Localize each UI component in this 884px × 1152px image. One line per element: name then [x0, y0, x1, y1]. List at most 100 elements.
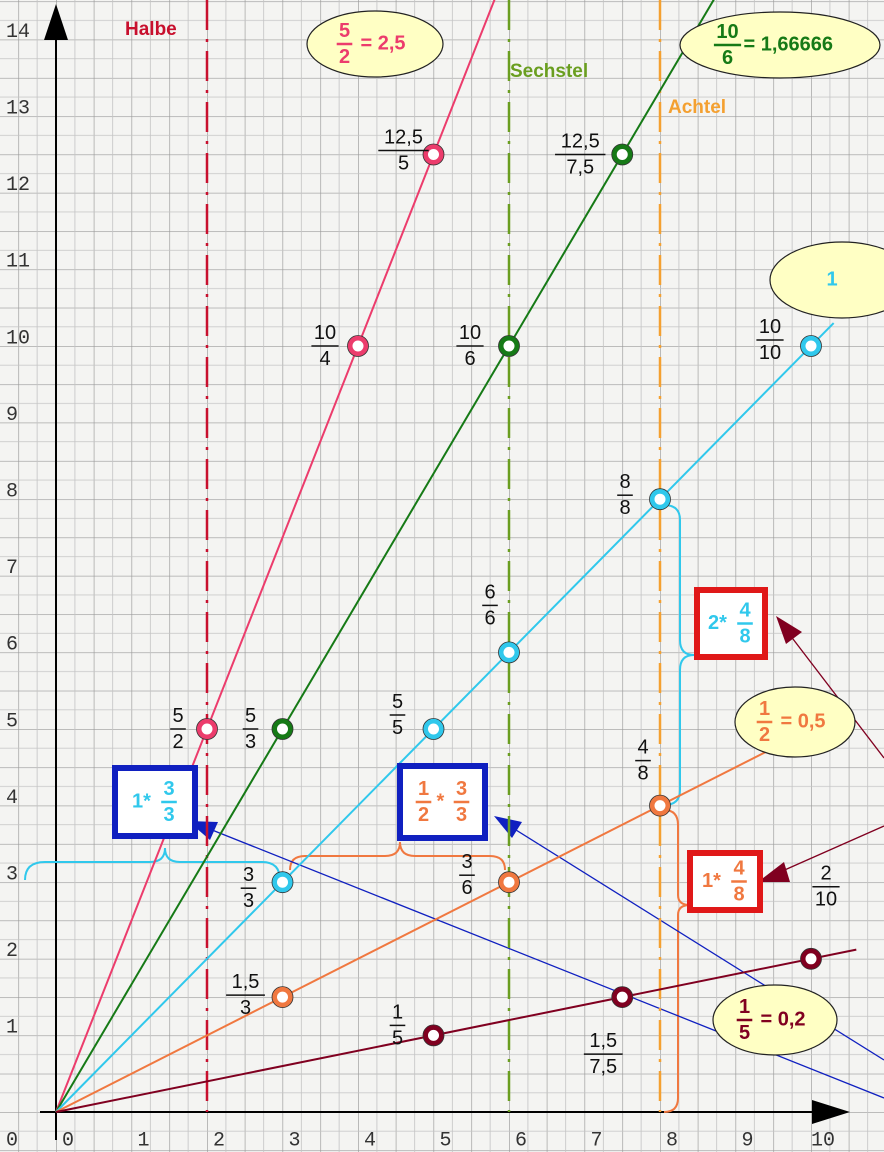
y-tick-label: 9 [6, 404, 18, 427]
point [611, 986, 633, 1008]
point [800, 948, 822, 970]
box-text: * [437, 790, 445, 812]
denominator: 8 [637, 762, 648, 784]
point-outline [498, 335, 520, 357]
numerator: 4 [733, 857, 745, 879]
note-bubble [306, 10, 444, 78]
denominator: 10 [759, 342, 781, 364]
denominator: 5 [398, 152, 409, 174]
numerator: 10 [759, 316, 781, 338]
x-tick-label: 3 [288, 1129, 300, 1152]
denominator: 6 [484, 607, 495, 629]
point-outline [611, 986, 634, 1008]
y-tick-label: 11 [6, 251, 30, 274]
denominator: 2 [172, 731, 183, 753]
denominator: 6 [464, 348, 475, 370]
ratio-line [55, 0, 715, 1113]
point [649, 488, 671, 510]
x-tick-label: 7 [590, 1129, 602, 1152]
point-outline [498, 641, 520, 664]
point [423, 718, 444, 740]
brace [24, 847, 281, 881]
numerator: 1 [759, 698, 770, 720]
numerator: 1 [418, 778, 429, 800]
numerator: 1,5 [232, 971, 260, 993]
box [112, 765, 198, 839]
numerator: 8 [619, 471, 630, 493]
note-text: = 0,2 [761, 1008, 806, 1030]
y-tick-label: 0 [6, 1129, 18, 1152]
numerator: 10 [716, 21, 738, 43]
y-tick-label: 5 [6, 710, 18, 733]
denominator: 3 [163, 804, 174, 826]
note-bubble [679, 11, 881, 79]
point [423, 1024, 444, 1046]
point [498, 641, 520, 663]
point-outline [611, 143, 634, 166]
point-outline [422, 1024, 445, 1047]
denominator: 2 [339, 46, 350, 68]
point-outline [800, 335, 822, 357]
box-text: 1* [702, 870, 721, 892]
box [397, 763, 488, 841]
point [347, 335, 369, 357]
note-bubble [769, 241, 884, 319]
numerator: 5 [172, 705, 183, 727]
point [611, 144, 633, 165]
x-tick-label: 10 [811, 1129, 835, 1152]
ratio-line [55, 948, 857, 1113]
box [694, 587, 768, 660]
point-outline [649, 488, 671, 511]
denominator: 8 [619, 497, 630, 519]
numerator: 1 [392, 1001, 403, 1023]
ratio-line [55, 0, 496, 1113]
box [687, 850, 763, 913]
point [498, 335, 520, 357]
x-tick-label: 2 [213, 1129, 225, 1152]
drawing [24, 4, 884, 1140]
x-tick-label: 8 [666, 1129, 678, 1152]
denominator: 5 [739, 1022, 750, 1044]
point-outline [347, 335, 369, 357]
point [272, 718, 293, 740]
point [423, 144, 444, 165]
numerator: 3 [461, 851, 472, 873]
point-outline [271, 718, 294, 740]
point-outline [422, 143, 445, 166]
arrowhead [758, 862, 790, 882]
note-bubble [734, 686, 856, 758]
denominator: 2 [759, 724, 770, 746]
numerator: 4 [637, 736, 648, 758]
point [498, 871, 520, 893]
y-tick-label: 10 [6, 327, 30, 350]
point [272, 986, 293, 1008]
denominator: 3 [245, 731, 256, 753]
denominator: 5 [392, 1027, 403, 1049]
point-outline [422, 718, 445, 740]
box-text: 1* [132, 790, 151, 812]
x-tick-label: 4 [364, 1129, 376, 1152]
x-tick-label: 9 [741, 1129, 753, 1152]
note-text: = 2,5 [361, 32, 406, 54]
denominator: 4 [319, 348, 330, 370]
denominator: 6 [461, 877, 472, 899]
numerator: 12,5 [561, 130, 600, 152]
numerator: 12,5 [384, 126, 423, 148]
denominator: 3 [240, 997, 251, 1019]
numerator: 2 [820, 863, 831, 885]
point [649, 795, 671, 817]
arrowhead [776, 616, 802, 644]
numerator: 3 [243, 864, 254, 886]
denominator: 7,5 [589, 1056, 617, 1078]
y-arrow [44, 4, 68, 40]
guide-label: Sechstel [510, 61, 588, 82]
denominator: 10 [815, 889, 837, 911]
box-text: 2* [708, 612, 727, 634]
x-tick-label: 0 [62, 1129, 74, 1152]
ratio-line [55, 322, 835, 1113]
numerator: 3 [163, 778, 174, 800]
x-tick-label: 6 [515, 1129, 527, 1152]
point-outline [498, 871, 520, 894]
denominator: 8 [733, 883, 744, 905]
